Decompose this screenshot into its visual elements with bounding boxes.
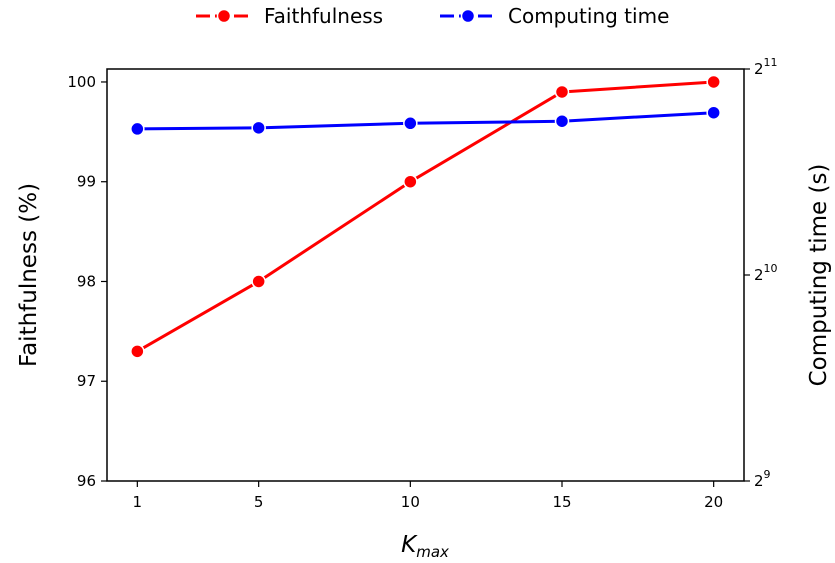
- right-y-tick-label: 210: [754, 262, 778, 284]
- faithfulness-point: [130, 344, 145, 359]
- x-tick-label: 10: [401, 493, 420, 511]
- computing-time-point: [251, 120, 266, 136]
- left-y-tick-label: 99: [77, 173, 96, 191]
- right-y-tick-label: 29: [754, 468, 771, 490]
- faithfulness-point: [251, 274, 266, 289]
- x-tick-label: 20: [704, 493, 723, 511]
- computing-time-legend-marker: [460, 8, 476, 24]
- computing-time-point: [706, 105, 721, 120]
- right-y-tick-label: 211: [754, 56, 778, 78]
- left-y-tick-label: 98: [77, 272, 96, 290]
- series-layer: [130, 74, 721, 359]
- faithfulness-legend-marker: [216, 8, 232, 24]
- x-tick-label: 5: [254, 493, 264, 511]
- computing-time-point: [403, 116, 418, 131]
- computing-time-line: [137, 111, 714, 131]
- left-y-tick-label: 100: [67, 73, 96, 91]
- computing-time-point: [554, 113, 570, 129]
- left-y-axis-ticks: 96 97 98 99 100: [67, 73, 107, 490]
- faithfulness-point: [706, 74, 721, 90]
- x-axis-ticks: 1 5 10 15 20: [133, 481, 723, 511]
- computing-time-point: [130, 121, 145, 137]
- left-y-axis-label: Faithfulness (%): [16, 183, 42, 367]
- right-y-axis-ticks: 29 210 211: [744, 56, 778, 490]
- faithfulness-point: [554, 84, 570, 100]
- x-tick-label: 1: [133, 493, 143, 511]
- left-y-tick-label: 96: [77, 472, 96, 490]
- plot-frame: [106, 68, 745, 482]
- faithfulness-legend-label: Faithfulness: [264, 4, 383, 28]
- legend: Faithfulness Computing time: [196, 4, 669, 28]
- x-tick-label: 15: [552, 493, 571, 511]
- right-y-axis-label: Computing time (s): [806, 164, 832, 387]
- faithfulness-point: [403, 174, 418, 189]
- computing-time-legend-label: Computing time: [508, 4, 669, 28]
- x-axis-label: Kmax: [401, 532, 449, 561]
- left-y-tick-label: 97: [77, 372, 96, 390]
